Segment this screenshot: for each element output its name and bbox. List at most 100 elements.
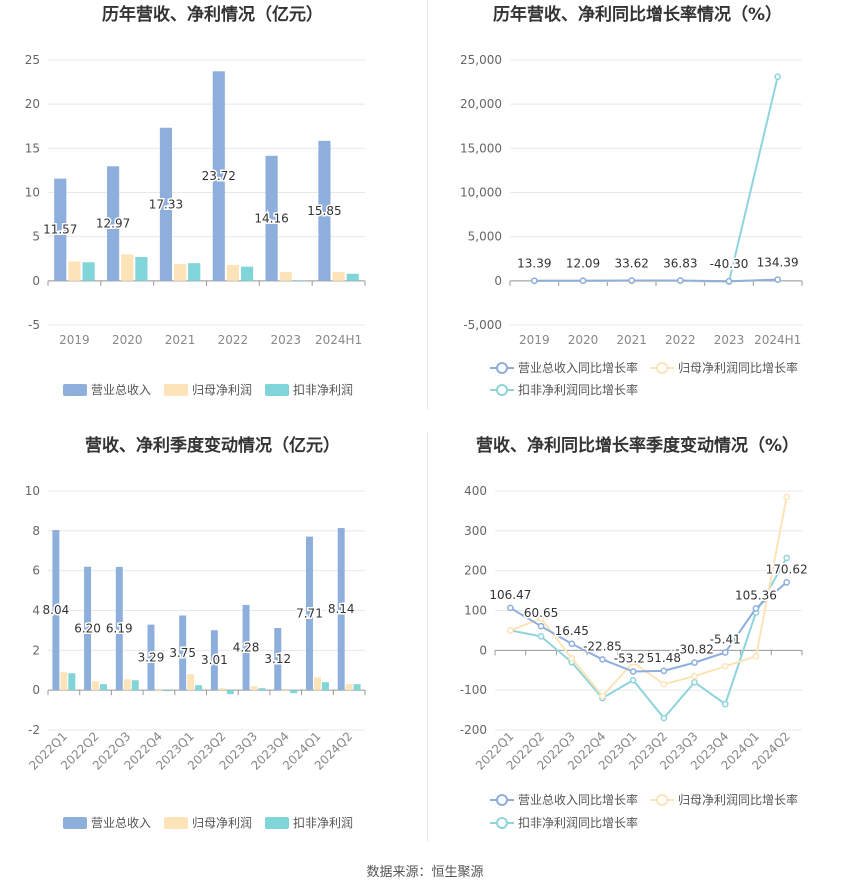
y-tick-label: -5 — [28, 318, 40, 332]
x-tick-label: 2024H1 — [315, 333, 362, 347]
bar — [279, 272, 292, 281]
legend: 营业总收入 归母净利润 扣非净利润 — [63, 383, 353, 397]
y-tick-label: 100 — [464, 604, 487, 618]
x-tick-label: 2021 — [165, 333, 196, 347]
chart-title: 营收、净利季度变动情况（亿元） — [85, 435, 340, 456]
bar — [123, 679, 131, 691]
data-label: 23.72 — [202, 169, 236, 183]
bar — [282, 690, 290, 692]
data-label: 3.75 — [169, 646, 196, 660]
bar — [52, 530, 60, 691]
bar — [68, 261, 81, 281]
data-label: 3.29 — [138, 650, 165, 664]
legend-label: 扣非净利润同比增长率 — [518, 815, 638, 830]
y-tick-label: 6 — [32, 564, 40, 578]
data-label: 15.85 — [307, 204, 341, 218]
data-point — [628, 277, 636, 284]
legend-item: 营业总收入 — [63, 383, 151, 397]
y-tick-label: -2 — [28, 723, 40, 737]
x-tick-label: 2020 — [112, 333, 143, 347]
legend-swatch-marker — [496, 362, 508, 374]
y-tick-label: 20 — [25, 97, 40, 111]
data-label: -22.85 — [583, 639, 622, 653]
legend-label: 营业总收入同比增长率 — [518, 360, 638, 375]
data-point — [691, 659, 698, 666]
data-point — [774, 73, 782, 81]
data-point — [507, 627, 514, 634]
legend-item: 归母净利润同比增长率 — [650, 792, 798, 807]
legend-item: 营业总收入同比增长率 — [490, 360, 638, 375]
data-point — [660, 680, 668, 688]
data-point — [783, 493, 790, 501]
bar — [321, 682, 329, 691]
legend-swatch — [63, 817, 87, 829]
series-line — [534, 278, 778, 283]
legend-label: 归母净利润同比增长率 — [678, 792, 798, 807]
bar — [290, 690, 298, 694]
x-tick-label: 2019 — [519, 333, 550, 347]
x-tick-label: 2019 — [59, 333, 90, 347]
bar — [84, 566, 92, 691]
bar — [179, 615, 187, 691]
y-tick-label: -100 — [460, 683, 487, 697]
data-point — [691, 678, 698, 686]
x-tick-label: 2022 — [218, 333, 249, 347]
bar — [187, 674, 195, 691]
data-label: 170.62 — [766, 562, 808, 576]
legend-swatch-marker — [496, 384, 508, 396]
y-tick-label: 0 — [32, 274, 40, 288]
legend-label: 归母净利润 — [192, 816, 252, 830]
y-tick-label: 0 — [479, 643, 487, 657]
data-point — [660, 667, 668, 675]
annual-growth-chart: 历年营收、净利同比增长率情况（%） -5,000 0 5,000 10,000 15,00… — [460, 4, 803, 397]
legend-item: 营业总收入同比增长率 — [490, 792, 638, 807]
series-line — [509, 581, 788, 673]
bar — [242, 604, 250, 691]
bar — [226, 264, 239, 281]
data-label: 17.33 — [149, 197, 183, 211]
bar — [107, 166, 120, 281]
data-label: 51.48 — [647, 651, 681, 665]
legend-swatch-marker — [496, 794, 508, 806]
x-tick-label: 2020 — [568, 333, 599, 347]
bar — [305, 536, 313, 691]
legend: 营业总收入 归母净利润 扣非净利润 — [63, 816, 353, 830]
bar — [60, 672, 68, 691]
legend-swatch — [63, 384, 87, 396]
bar — [68, 673, 76, 691]
data-point — [530, 277, 538, 285]
data-label: 134.39 — [757, 256, 799, 270]
data-point — [507, 604, 514, 612]
bar — [188, 263, 201, 281]
bar — [131, 680, 139, 691]
bar — [121, 254, 134, 281]
y-tick-label: 15 — [25, 141, 40, 155]
legend-label: 扣非净利润 — [293, 816, 353, 830]
legend-label: 归母净利润同比增长率 — [678, 360, 798, 375]
annual-values-panel: 历年营收、净利情况（亿元） -5 0 5 10 15 20 25 2019 2020 2021 202… — [0, 0, 425, 415]
data-label: 13.39 — [517, 257, 551, 271]
bar — [332, 272, 345, 281]
y-tick-label: 300 — [464, 524, 487, 538]
legend-swatch-marker — [656, 362, 668, 374]
legend-swatch — [164, 384, 188, 396]
data-label: 7.71 — [296, 606, 323, 620]
y-tick-label: 5,000 — [468, 230, 502, 244]
bar — [346, 273, 359, 281]
data-point — [579, 277, 587, 285]
data-point — [629, 658, 637, 666]
legend-swatch-marker — [656, 794, 668, 806]
legend-item: 扣非净利润同比增长率 — [490, 815, 638, 830]
bar — [240, 266, 254, 281]
y-tick-label: 25 — [25, 53, 40, 67]
series-line — [510, 557, 788, 720]
annual-values-chart: 历年营收、净利情况（亿元） -5 0 5 10 15 20 25 2019 2020 2021 202… — [25, 4, 366, 397]
chart-title: 历年营收、净利同比增长率情况（%） — [493, 4, 782, 25]
bar — [337, 528, 345, 691]
chart-title: 营收、净利同比增长率季度变动情况（%） — [476, 435, 799, 456]
data-point — [725, 277, 733, 285]
data-point — [752, 652, 760, 660]
legend-item: 扣非净利润 — [265, 383, 353, 397]
data-label: 105.36 — [735, 588, 777, 602]
bar — [135, 256, 148, 281]
